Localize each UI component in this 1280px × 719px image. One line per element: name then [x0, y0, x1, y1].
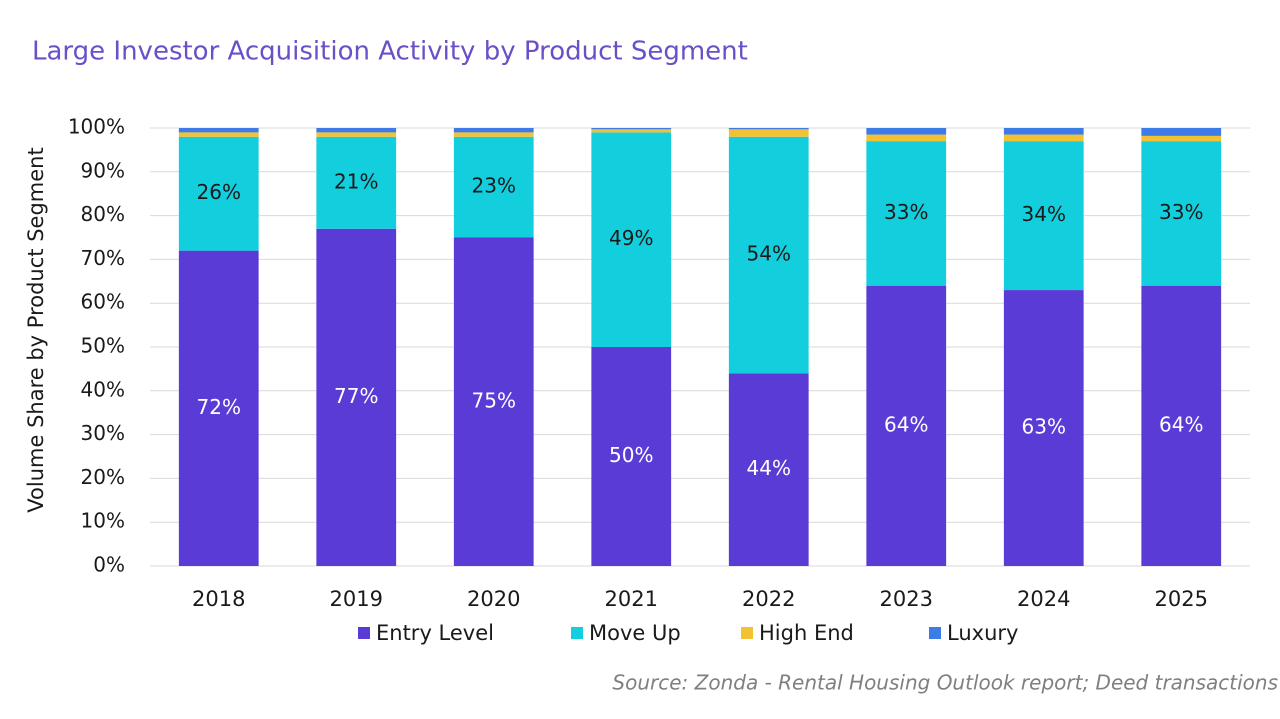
data-label: 44%	[747, 456, 791, 480]
bar-segment	[591, 129, 672, 133]
source-note: Source: Zonda - Rental Housing Outlook r…	[612, 671, 1278, 695]
data-label: 63%	[1022, 415, 1066, 439]
bar-segment	[591, 132, 672, 347]
bar-segment	[1141, 285, 1222, 566]
y-tick-label: 40%	[81, 377, 125, 401]
legend-label: Entry Level	[376, 621, 494, 645]
x-tick-label: 2022	[742, 587, 795, 611]
y-tick-label: 30%	[81, 421, 125, 445]
y-tick-label: 10%	[81, 509, 125, 533]
data-label: 64%	[1159, 412, 1203, 436]
data-label: 21%	[334, 169, 378, 193]
bar-segment	[591, 347, 672, 566]
bar-segment	[453, 128, 534, 133]
y-tick-label: 70%	[81, 246, 125, 270]
x-tick-label: 2023	[880, 587, 933, 611]
bar-segment	[1141, 135, 1222, 142]
y-axis-label: Volume Share by Product Segment	[24, 147, 48, 512]
bar-segment	[178, 132, 259, 137]
y-tick-label: 90%	[81, 158, 125, 182]
y-tick-label: 20%	[81, 465, 125, 489]
bar-segment	[178, 250, 259, 566]
legend-swatch	[929, 627, 941, 639]
bar-segment	[1003, 134, 1084, 142]
chart-title: Large Investor Acquisition Activity by P…	[32, 37, 748, 67]
legend-label: High End	[759, 621, 854, 645]
bar-segment	[728, 136, 809, 374]
bar-segment	[866, 128, 947, 135]
bar-segment	[728, 128, 809, 130]
bar-segment	[316, 132, 397, 137]
legend-swatch	[741, 627, 753, 639]
y-tick-label: 0%	[93, 553, 125, 577]
x-tick-label: 2021	[605, 587, 658, 611]
data-label: 23%	[472, 174, 516, 198]
bar-segment	[316, 128, 397, 133]
bar-segment	[453, 132, 534, 137]
data-label: 26%	[197, 180, 241, 204]
data-label: 49%	[609, 226, 653, 250]
data-label: 64%	[884, 412, 928, 436]
bar-segment	[866, 134, 947, 142]
data-label: 72%	[197, 395, 241, 419]
x-tick-label: 2020	[467, 587, 520, 611]
y-tick-label: 60%	[81, 290, 125, 314]
y-tick-label: 50%	[81, 334, 125, 358]
legend-swatch	[358, 627, 370, 639]
y-tick-label: 80%	[81, 202, 125, 226]
legend-label: Move Up	[589, 621, 681, 645]
data-label: 77%	[334, 384, 378, 408]
bar-segment	[316, 136, 397, 229]
bar-segment	[453, 136, 534, 238]
bar-segment	[728, 129, 809, 137]
data-label: 34%	[1022, 202, 1066, 226]
bar-segment	[178, 136, 259, 251]
bar-segment	[591, 128, 672, 130]
bar-segment	[178, 128, 259, 133]
x-tick-label: 2025	[1155, 587, 1208, 611]
bar-segment	[453, 237, 534, 566]
bar-segment	[1141, 141, 1222, 286]
bar-segment	[1003, 141, 1084, 291]
bar-segment	[1003, 290, 1084, 566]
bar-segment	[316, 228, 397, 567]
bar-segment	[866, 141, 947, 286]
data-label: 50%	[609, 443, 653, 467]
data-label: 33%	[884, 200, 928, 224]
bar-segment	[866, 285, 947, 566]
data-label: 54%	[747, 242, 791, 266]
bar-segment	[1141, 128, 1222, 136]
data-label: 75%	[472, 388, 516, 412]
bar-segment	[1003, 128, 1084, 135]
x-tick-label: 2019	[330, 587, 383, 611]
x-tick-label: 2024	[1017, 587, 1070, 611]
y-tick-label: 100%	[68, 115, 125, 139]
bar-segment	[728, 373, 809, 566]
legend-label: Luxury	[947, 621, 1018, 645]
data-label: 33%	[1159, 200, 1203, 224]
x-tick-label: 2018	[192, 587, 245, 611]
legend-swatch	[571, 627, 583, 639]
